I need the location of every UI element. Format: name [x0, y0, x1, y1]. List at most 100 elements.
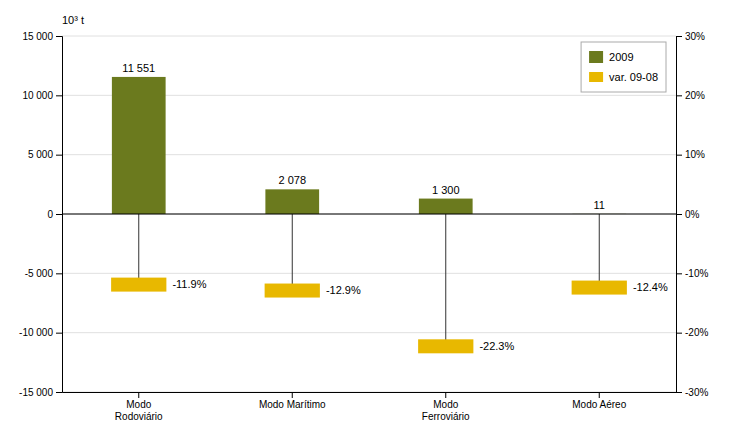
y2-axis: -30% -20% -10% 0% 10% 20% 30%: [676, 31, 708, 398]
marker-label: -12.9%: [326, 284, 361, 296]
x-tick-mark: [599, 392, 600, 398]
series-1: [111, 214, 627, 353]
x-tick-mark: [445, 392, 446, 398]
y-tick-mark: [56, 214, 62, 215]
series-0: [112, 77, 626, 214]
y-tick: -10 000: [19, 327, 62, 338]
stem: [599, 214, 600, 288]
legend-label: var. 09-08: [609, 71, 658, 83]
grid-line: [62, 36, 676, 37]
y-tick-label: -10 000: [19, 327, 53, 338]
x-tick: Modo Aéreo: [572, 392, 626, 410]
x-tick-label: Modo Aéreo: [572, 399, 626, 410]
y-tick-label: -15 000: [19, 387, 53, 398]
x-tick-label: ModoRodoviário: [115, 399, 163, 422]
y2-tick-mark: [676, 95, 682, 96]
y-label: 10³ t: [62, 14, 84, 26]
y2-tick: 0%: [676, 209, 700, 220]
y-tick-mark: [56, 273, 62, 274]
y2-tick-label: 0%: [685, 209, 700, 220]
x-axis: ModoRodoviário Modo Marítimo ModoFerroviár…: [63, 392, 677, 422]
x-tick: ModoFerroviário: [422, 392, 470, 422]
y-tick-mark: [56, 392, 62, 393]
marker-label: -11.9%: [172, 278, 206, 290]
y2-tick: 10%: [676, 149, 705, 160]
y-tick: -15 000: [19, 387, 62, 398]
y2-tick: 20%: [676, 90, 705, 101]
x-tick-mark: [138, 392, 139, 398]
y-tick: 15 000: [22, 31, 62, 42]
marker: [572, 281, 627, 295]
y-tick-label: 5 000: [28, 149, 53, 160]
y2-tick-label: 10%: [685, 149, 705, 160]
bar-label: 2 078: [278, 174, 306, 186]
y-tick-mark: [56, 36, 62, 37]
y2-tick-label: 20%: [685, 90, 705, 101]
x-tick-mark: [292, 392, 293, 398]
y2-axis-line: [677, 37, 683, 393]
bar: [265, 189, 319, 214]
stem: [138, 214, 139, 285]
y2-tick-label: -30%: [685, 387, 708, 398]
y-axis: -15 000 -10 000 -5 000 0 5 000 10 000 15 000: [19, 31, 62, 398]
x-axis-line: [63, 392, 677, 393]
x-tick: Modo Marítimo: [259, 392, 326, 410]
y-tick: -5 000: [25, 268, 62, 279]
bar-label: 11: [594, 199, 605, 211]
x-tick: ModoRodoviário: [115, 392, 163, 422]
y-tick: 5 000: [28, 149, 62, 160]
stem: [445, 214, 446, 346]
y2-tick: -10%: [676, 268, 708, 279]
grid-line: [62, 332, 676, 333]
y2-tick-label: -20%: [685, 327, 708, 338]
legend-label: 2009: [609, 51, 633, 63]
marker: [418, 339, 473, 353]
x-tick-label: Modo Marítimo: [259, 399, 326, 410]
y-tick-label: 15 000: [22, 31, 53, 42]
y2-tick-label: 30%: [685, 31, 705, 42]
x-tick-label: ModoFerroviário: [422, 399, 470, 422]
grid: [62, 36, 676, 392]
y2-tick: -30%: [676, 387, 708, 398]
y-axis-line: [56, 37, 63, 393]
zero-line: [62, 214, 676, 215]
y-tick-label: 10 000: [22, 90, 53, 101]
y2-tick-mark: [676, 273, 682, 274]
legend-box: [581, 42, 666, 92]
y2-tick-mark: [676, 333, 682, 334]
y-tick-mark: [56, 95, 62, 96]
y-tick: 10 000: [22, 90, 62, 101]
y2-tick-mark: [676, 214, 682, 215]
grid-line: [62, 273, 676, 274]
legend-item: 2009: [589, 51, 633, 63]
bar-label: 11 551: [122, 62, 155, 74]
y-tick-label: -5 000: [25, 268, 54, 279]
bar-label: 1 300: [432, 184, 460, 196]
grid-line: [62, 214, 676, 215]
y2-tick-mark: [676, 36, 682, 37]
y-tick-mark: [56, 155, 62, 156]
bar: [112, 77, 166, 214]
y2-tick-label: -10%: [685, 268, 708, 279]
marker: [111, 278, 166, 292]
data-labels: 11 551 2 078 1 300 11 -11.9% -12.9% -22.3% -12.…: [122, 62, 668, 352]
y2-tick: 30%: [676, 31, 705, 42]
y-tick: 0: [47, 209, 62, 220]
y2-tick: -20%: [676, 327, 708, 338]
legend: 2009 var. 09-08: [581, 42, 666, 92]
plot-area: [111, 77, 627, 353]
y-tick-label: 0: [47, 209, 53, 220]
legend-swatch: [589, 51, 603, 63]
stem: [292, 214, 293, 291]
legend-swatch: [589, 72, 603, 82]
y-tick-mark: [56, 333, 62, 334]
marker: [265, 284, 320, 298]
grid-line: [62, 392, 676, 393]
legend-item: var. 09-08: [589, 71, 658, 83]
marker-label: -12.4%: [633, 281, 668, 293]
chart: -15 000 -10 000 -5 000 0 5 000 10 000 15 000 -3…: [0, 0, 734, 442]
bar: [419, 199, 473, 214]
y2-tick-mark: [676, 155, 682, 156]
marker-label: -22.3%: [479, 340, 514, 352]
y2-tick-mark: [676, 392, 682, 393]
